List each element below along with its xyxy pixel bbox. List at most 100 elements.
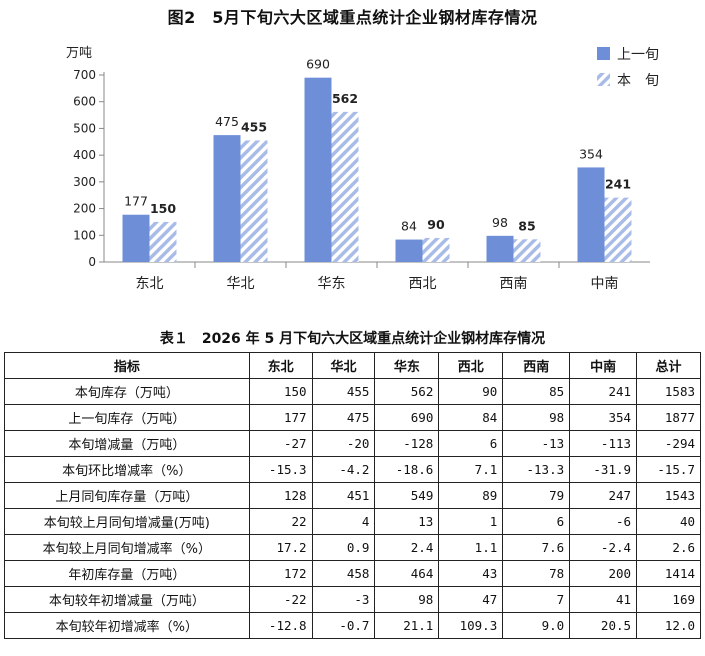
table-row: 上一旬库存（万吨） 177 475 690 84 98 354 1877 <box>4 404 701 431</box>
table-body: 本旬库存（万吨） 150 455 562 90 85 241 1583 上一旬库存（万吨） 177… <box>4 378 701 639</box>
y-tick-label: 200 <box>73 202 96 216</box>
table-cell: 1583 <box>636 378 701 405</box>
table-header-cell: 东北 <box>248 352 313 379</box>
table-cell: 43 <box>438 560 504 587</box>
row-label: 上一旬库存（万吨） <box>4 404 250 431</box>
y-tick-label: 0 <box>88 255 96 269</box>
table-header-cell: 华北 <box>311 352 376 379</box>
table-header-cell: 华东 <box>374 352 440 379</box>
table-cell: -12.8 <box>248 612 313 639</box>
table-cell: 177 <box>248 404 313 431</box>
table-cell: -3 <box>311 586 376 613</box>
legend-swatch <box>597 73 610 86</box>
data-label: 475 <box>215 114 239 129</box>
y-tick-label: 500 <box>73 121 96 135</box>
table-cell: 1414 <box>636 560 701 587</box>
row-label: 本旬较年初增减率（%） <box>4 612 250 639</box>
table-cell: 451 <box>311 482 376 509</box>
table-cell: 0.9 <box>311 534 376 561</box>
bar-previous <box>395 239 423 262</box>
data-label: 98 <box>492 215 508 230</box>
legend-label: 上一旬 <box>617 47 659 63</box>
table-cell: 549 <box>374 482 440 509</box>
bar-current <box>604 197 632 262</box>
table-cell: 1.1 <box>438 534 504 561</box>
table-cell: -20 <box>311 430 376 457</box>
table-title: 表１ 2026 年 5 月下旬六大区域重点统计企业钢材库存情况 <box>159 331 546 347</box>
table-cell: 455 <box>311 378 376 405</box>
data-label: 150 <box>150 201 176 216</box>
table-header-row: 指标 东北 华北 华东 西北 西南 中南 总计 <box>4 352 701 379</box>
table-row: 本旬较年初增减率（%） -12.8 -0.7 21.1 109.3 9.0 20.5 12.0 <box>4 612 701 639</box>
table-cell: 458 <box>311 560 376 587</box>
table-cell: 247 <box>569 482 638 509</box>
table-cell: 98 <box>502 404 571 431</box>
bar-current <box>513 239 541 262</box>
table-cell: 2.4 <box>374 534 440 561</box>
table-cell: 6 <box>438 430 504 457</box>
row-label: 本旬库存（万吨） <box>4 378 250 405</box>
data-label: 90 <box>427 217 445 232</box>
table-cell: 2.6 <box>636 534 701 561</box>
data-label: 354 <box>579 146 603 161</box>
row-label: 本旬增减量（万吨） <box>4 430 250 457</box>
y-tick-label: 600 <box>73 95 96 109</box>
table-row: 上月同旬库存量（万吨） 128 451 549 89 79 247 1543 <box>4 482 701 509</box>
y-tick-label: 300 <box>73 175 96 189</box>
table-cell: 40 <box>636 508 701 535</box>
table-row: 本旬库存（万吨） 150 455 562 90 85 241 1583 <box>4 378 701 405</box>
table-cell: -31.9 <box>569 456 638 483</box>
x-tick-label: 东北 <box>136 276 164 292</box>
table-cell: 1 <box>438 508 504 535</box>
table-cell: 150 <box>248 378 313 405</box>
table-cell: 47 <box>438 586 504 613</box>
bar-previous <box>213 135 241 262</box>
table-cell: 79 <box>502 482 571 509</box>
table-cell: 12.0 <box>636 612 701 639</box>
table-cell: 78 <box>502 560 571 587</box>
table-row: 年初库存量（万吨） 172 458 464 43 78 200 1414 <box>4 560 701 587</box>
row-label: 本旬环比增减率（%） <box>4 456 250 483</box>
table-row: 本旬较上月同旬增减率（%） 17.2 0.9 2.4 1.1 7.6 -2.4 2.6 <box>4 534 701 561</box>
table-row: 本旬增减量（万吨） -27 -20 -128 6 -13 -113 -294 <box>4 430 701 457</box>
table-cell: -6 <box>569 508 638 535</box>
bar-current <box>149 221 177 262</box>
table-cell: 475 <box>311 404 376 431</box>
x-tick-label: 华北 <box>227 276 255 292</box>
row-label: 上月同旬库存量（万吨） <box>4 482 250 509</box>
table-cell: -27 <box>248 430 313 457</box>
table-header-cell: 总计 <box>636 352 701 379</box>
table-cell: 172 <box>248 560 313 587</box>
table-cell: 241 <box>569 378 638 405</box>
table-cell: 4 <box>311 508 376 535</box>
table-cell: -2.4 <box>569 534 638 561</box>
data-label: 177 <box>124 194 148 209</box>
table-row: 本旬环比增减率（%） -15.3 -4.2 -18.6 7.1 -13.3 -31.9 -15… <box>4 456 701 483</box>
row-label: 年初库存量（万吨） <box>4 560 250 587</box>
table-cell: 84 <box>438 404 504 431</box>
table-cell: 9.0 <box>502 612 571 639</box>
table-cell: 109.3 <box>438 612 504 639</box>
x-tick-label: 华东 <box>318 276 346 292</box>
row-label: 本旬较上月同旬增减率（%） <box>4 534 250 561</box>
data-label: 85 <box>518 218 535 233</box>
table-cell: 690 <box>374 404 440 431</box>
table-cell: -4.2 <box>311 456 376 483</box>
table-cell: 200 <box>569 560 638 587</box>
table-cell: 85 <box>502 378 571 405</box>
table-cell: -15.7 <box>636 456 701 483</box>
table-cell: 17.2 <box>248 534 313 561</box>
row-label: 本旬较年初增减量（万吨） <box>4 586 250 613</box>
table-cell: 562 <box>374 378 440 405</box>
table-cell: 22 <box>248 508 313 535</box>
table-header-cell: 西北 <box>438 352 504 379</box>
table-header-cell: 指标 <box>4 352 250 379</box>
table-cell: -128 <box>374 430 440 457</box>
table-cell: 41 <box>569 586 638 613</box>
bar-chart: 万吨 0 100 200 300 400 500 600 700 177 150 东北 475 455 华北… <box>66 46 659 292</box>
chart-section: 图2 5月下旬六大区域重点统计企业钢材库存情况 万吨 0 100 200 300 400 5… <box>0 0 705 320</box>
bar-current <box>240 140 268 262</box>
table-cell: -22 <box>248 586 313 613</box>
data-label: 241 <box>605 177 631 192</box>
y-tick-label: 400 <box>73 148 96 162</box>
